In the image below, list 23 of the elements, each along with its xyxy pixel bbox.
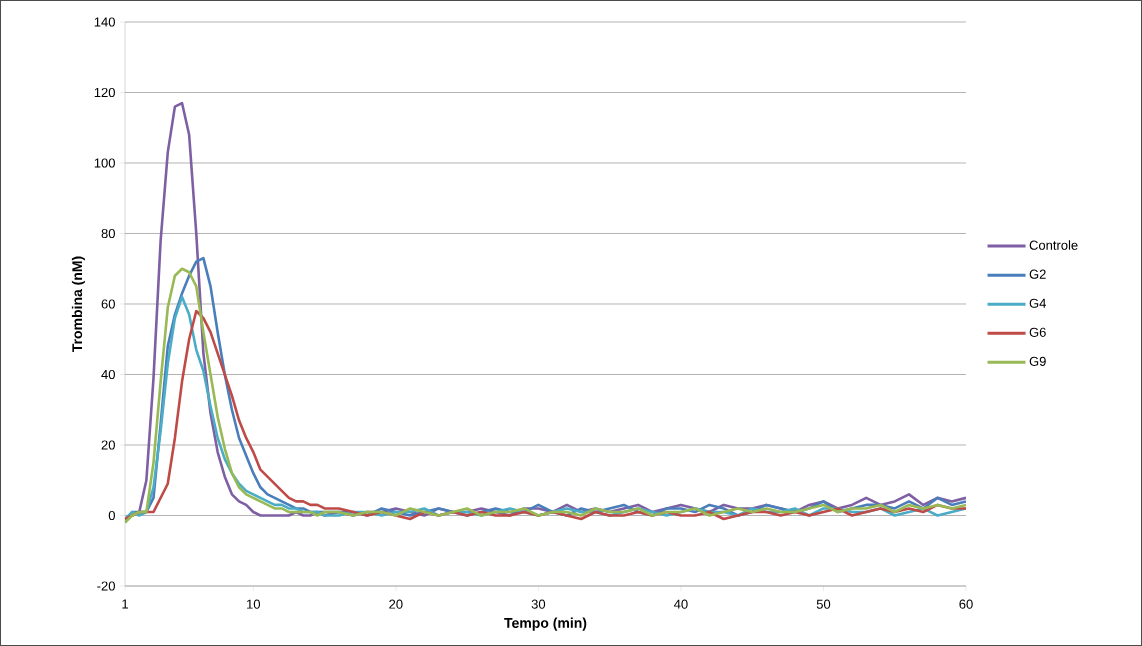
y-axis-title: Trombina (nM): [71, 256, 85, 353]
y-tick-label: 40: [101, 369, 115, 380]
x-tick-label: 1: [122, 599, 128, 609]
x-axis-title: Tempo (min): [504, 617, 587, 631]
y-tick-label: -20: [97, 581, 115, 591]
y-tick-label: 20: [101, 440, 115, 450]
y-tick-label: 0: [108, 510, 115, 521]
y-tick-label: 140: [94, 17, 115, 27]
x-tick-label: 10: [247, 599, 261, 609]
y-tick-label: 100: [94, 158, 115, 168]
legend-label: G2: [1029, 269, 1046, 279]
y-tick-label: 120: [94, 87, 115, 98]
y-tick-label: 60: [101, 299, 115, 309]
legend-label: G9: [1029, 356, 1046, 366]
x-tick-label: 40: [673, 599, 688, 609]
legend-label: G6: [1029, 327, 1046, 337]
legend-label: G4: [1029, 298, 1046, 308]
x-tick-label: 30: [531, 599, 546, 609]
x-tick-label: 20: [389, 599, 403, 609]
y-tick-label: 80: [101, 228, 115, 239]
legend-label: Controle: [1029, 240, 1078, 250]
x-tick-label: 60: [959, 599, 973, 609]
x-tick-label: 50: [816, 599, 831, 609]
